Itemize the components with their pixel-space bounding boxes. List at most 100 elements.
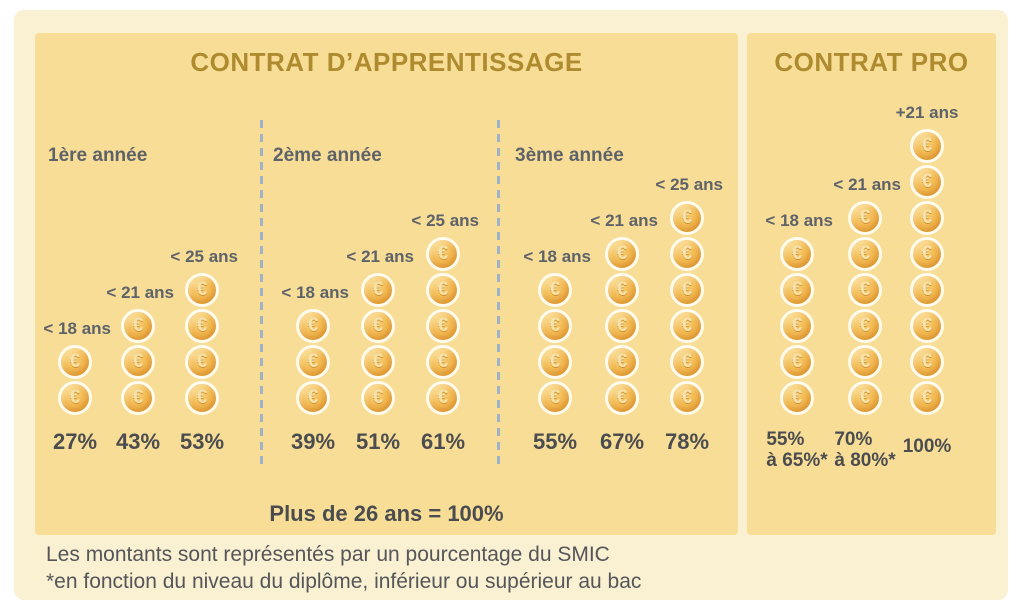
euro-coin-icon: € [910,237,944,271]
euro-coin-icon: € [780,273,814,307]
euro-coin-icon: € [848,381,882,415]
coin-stack: € € € € € [605,237,639,415]
euro-coin-icon: € [780,345,814,379]
percent-line: 55% [532,429,578,454]
euro-coin-icon: € [605,273,639,307]
age-label: < 18 ans [281,283,349,302]
euro-coin-icon: € [538,345,572,379]
euro-coin-icon: € [780,237,814,271]
euro-coin-icon: € [910,309,944,343]
coin-stack: € € € € [185,273,219,415]
euro-coin-icon: € [58,345,92,379]
group-separator [497,120,500,465]
coin-stack: € € € € € [780,237,814,415]
euro-coin-icon: € [185,381,219,415]
age-label: < 18 ans [765,211,833,230]
coin-stack: € € € [296,309,330,415]
percent-label: 43% [116,430,160,454]
percent-line: 100% [902,436,952,457]
euro-coin-icon: € [780,381,814,415]
coin-stack: € € € € [361,273,395,415]
euro-coin-icon: € [361,381,395,415]
percent-line: 27% [52,429,98,454]
percent-line: 67% [599,429,645,454]
euro-coin-icon: € [426,237,460,271]
euro-coin-icon: € [670,273,704,307]
euro-coin-icon: € [670,309,704,343]
euro-coin-icon: € [910,345,944,379]
year-label: 2ème année [273,145,382,166]
apprentissage-panel: CONTRAT D’APPRENTISSAGE Plus de 26 ans =… [35,33,738,535]
euro-coin-icon: € [848,345,882,379]
coin-stack: € € € € € [426,237,460,415]
over-26-note: Plus de 26 ans = 100% [269,501,504,526]
euro-coin-icon: € [185,345,219,379]
euro-coin-icon: € [670,345,704,379]
age-label: < 21 ans [833,175,901,194]
percent-line: 51% [355,429,401,454]
euro-coin-icon: € [910,129,944,163]
percent-label: 78% [665,430,709,454]
euro-coin-icon: € [848,237,882,271]
coin-stack: € € [58,345,92,415]
percent-line: à 65%* [766,450,828,471]
percent-label: 53% [180,430,224,454]
euro-coin-icon: € [121,345,155,379]
percent-line: 53% [179,429,225,454]
euro-coin-icon: € [848,273,882,307]
euro-coin-icon: € [361,345,395,379]
euro-coin-icon: € [605,381,639,415]
euro-coin-icon: € [605,237,639,271]
percent-label: 67% [600,430,644,454]
percent-label: 100% [903,429,952,457]
euro-coin-icon: € [538,381,572,415]
contrat-pro-panel: CONTRAT PRO € € € € € < 18 ans 55% à 65%* € € € € € €… [747,33,996,535]
euro-coin-icon: € [670,381,704,415]
euro-coin-icon: € [426,309,460,343]
percent-label: 61% [421,430,465,454]
apprentissage-title: CONTRAT D’APPRENTISSAGE [190,47,583,77]
percent-label: 55% [533,430,577,454]
infographic-canvas: CONTRAT D’APPRENTISSAGE Plus de 26 ans =… [14,10,1008,600]
smic-note: Les montants sont représentés par un pou… [46,543,610,566]
coin-stack: € € € € [538,273,572,415]
euro-coin-icon: € [605,309,639,343]
percent-line: 55% [766,429,805,450]
percent-label: 55% à 65%* [766,429,827,471]
euro-coin-icon: € [910,165,944,199]
coin-stack: € € € € € € [848,201,882,415]
euro-coin-icon: € [58,381,92,415]
year-label: 3ème année [515,145,624,166]
euro-coin-icon: € [185,273,219,307]
euro-coin-icon: € [910,381,944,415]
euro-coin-icon: € [426,345,460,379]
percent-line: 39% [290,429,336,454]
euro-coin-icon: € [185,309,219,343]
euro-coin-icon: € [361,273,395,307]
contrat-pro-title: CONTRAT PRO [774,47,969,77]
euro-coin-icon: € [910,201,944,235]
percent-label: 70% à 80%* [834,429,895,471]
group-separator [260,120,263,465]
percent-label: 39% [291,430,335,454]
euro-coin-icon: € [296,381,330,415]
coin-stack: € € € € € € [670,201,704,415]
euro-coin-icon: € [538,273,572,307]
euro-coin-icon: € [848,309,882,343]
euro-coin-icon: € [121,381,155,415]
footer-notes: Les montants sont représentés par un pou… [46,541,641,595]
age-label: < 21 ans [346,247,414,266]
percent-line: à 80%* [834,450,896,471]
diploma-note: *en fonction du niveau du diplôme, infér… [46,570,642,593]
age-label: < 25 ans [411,211,479,230]
year-label: 1ère année [48,145,148,166]
euro-coin-icon: € [538,309,572,343]
euro-coin-icon: € [780,309,814,343]
coin-stack: € € € € € € € € [910,129,944,415]
euro-coin-icon: € [426,273,460,307]
percent-line: 70% [834,429,873,450]
percent-line: 43% [115,429,161,454]
euro-coin-icon: € [670,201,704,235]
age-label: +21 ans [895,103,959,122]
euro-coin-icon: € [848,201,882,235]
